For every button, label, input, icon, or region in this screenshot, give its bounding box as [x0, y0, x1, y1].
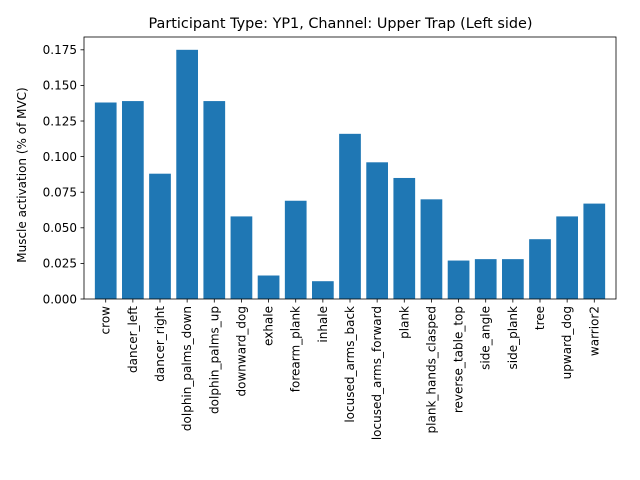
bar-dolphin-palms-down [176, 49, 198, 299]
x-tick-label: tree [533, 306, 547, 330]
x-axis-ticks: crow dancer_left dancer_right dolphin_palms… [99, 299, 601, 440]
bar-side-plank [502, 259, 524, 299]
bar-dancer-right [149, 173, 171, 299]
bar-plank [393, 177, 416, 299]
bar-crow [94, 102, 117, 299]
x-tick-label: reverse_table_top [452, 306, 466, 413]
plot-frame [83, 36, 617, 300]
bar-upward-dog [556, 216, 578, 299]
bar-inhale [312, 281, 334, 299]
y-tick-label: 0.100 [43, 150, 77, 164]
x-tick-label: side_angle [479, 306, 493, 370]
y-tick-label: 0.075 [43, 186, 77, 200]
x-tick-label: dancer_left [126, 306, 140, 373]
x-tick-label: locused_arms_forward [370, 306, 384, 440]
x-tick-label: exhale [262, 306, 276, 346]
x-tick-label: forearm_plank [289, 306, 303, 392]
y-tick-label: 0.125 [43, 114, 77, 128]
x-tick-label: dolphin_palms_down [180, 306, 194, 431]
x-tick-label: side_plank [506, 306, 520, 369]
y-axis-label: Muscle activation (% of MVC) [15, 87, 29, 263]
bar-warrior2 [583, 203, 606, 299]
bar-plank-hands-clasped [420, 199, 443, 299]
y-tick-label: 0.050 [43, 221, 77, 235]
x-tick-label: downward_dog [234, 306, 248, 396]
chart-title: Participant Type: YP1, Channel: Upper Tr… [149, 16, 533, 32]
bar-dancer-left [122, 101, 144, 300]
bar-downward-dog [230, 216, 253, 299]
y-axis-ticks: 0.000 0.025 0.050 0.075 0.100 0.125 0.150 0.175 [43, 43, 84, 306]
bars-group [94, 49, 606, 300]
y-tick-label: 0.025 [43, 257, 77, 271]
bar-locused-arms-back [339, 133, 361, 299]
x-tick-label: plank [397, 306, 411, 339]
y-tick-label: 0.000 [43, 292, 77, 306]
bar-side-angle [474, 259, 497, 299]
bar-reverse-table-top [447, 260, 470, 299]
bar-dolphin-palms-up [203, 101, 226, 300]
x-tick-label: crow [99, 306, 113, 335]
x-tick-label: warrior2 [587, 306, 601, 356]
y-tick-label: 0.150 [43, 79, 77, 93]
y-tick-label: 0.175 [43, 43, 77, 57]
x-tick-label: locused_arms_back [343, 306, 357, 423]
x-tick-label: plank_hands_clasped [424, 306, 438, 433]
bar-exhale [257, 275, 280, 299]
bar-forearm-plank [284, 200, 307, 299]
x-tick-label: dancer_right [153, 306, 167, 382]
bar-locused-arms-forward [366, 162, 388, 299]
x-tick-label: inhale [316, 306, 330, 343]
x-tick-label: upward_dog [560, 306, 574, 379]
bar-tree [529, 239, 551, 299]
x-tick-label: dolphin_palms_up [207, 306, 221, 414]
